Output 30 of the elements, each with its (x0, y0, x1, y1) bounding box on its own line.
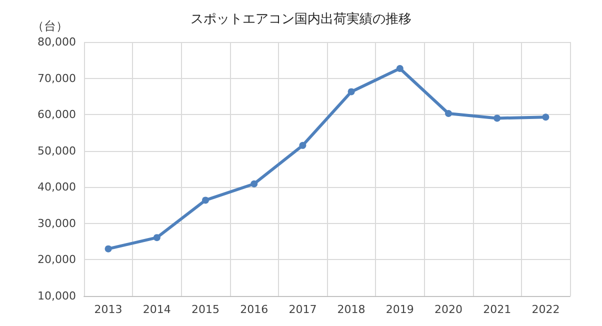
x-tick-label: 2014 (142, 303, 171, 316)
y-tick-label: 30,000 (38, 216, 76, 230)
point (542, 114, 550, 121)
x-tick-label: 2013 (94, 303, 122, 316)
point (494, 114, 501, 122)
point (153, 234, 160, 242)
point (348, 88, 355, 96)
point (299, 142, 306, 149)
x-tick-label: 2017 (288, 303, 317, 316)
x-tick-label: 2015 (192, 303, 220, 316)
x-tick-label: 2019 (386, 303, 414, 316)
x-tick-label: 2018 (337, 303, 366, 316)
y-tick-label: 20,000 (38, 253, 76, 266)
y-tick-label: 10,000 (38, 290, 76, 302)
point (250, 180, 258, 188)
x-tick-label: 2016 (240, 303, 268, 316)
chart-title: スポットエアコン国内出荷実績の推移 (190, 11, 412, 27)
x-tick-label: 2020 (434, 303, 462, 316)
y-tick-label: 50,000 (38, 144, 76, 158)
point (104, 245, 112, 252)
y-tick-label: 80,000 (38, 36, 76, 48)
y-tick-label: 60,000 (38, 108, 76, 122)
y-axis-title: （台） (32, 19, 68, 33)
y-tick-label: 40,000 (38, 180, 76, 194)
point (396, 64, 404, 72)
y-tick-label: 70,000 (38, 72, 76, 85)
x-tick-label: 2022 (532, 303, 560, 316)
x-tick-label: 2021 (483, 303, 512, 316)
point (445, 110, 452, 117)
point (202, 196, 209, 204)
